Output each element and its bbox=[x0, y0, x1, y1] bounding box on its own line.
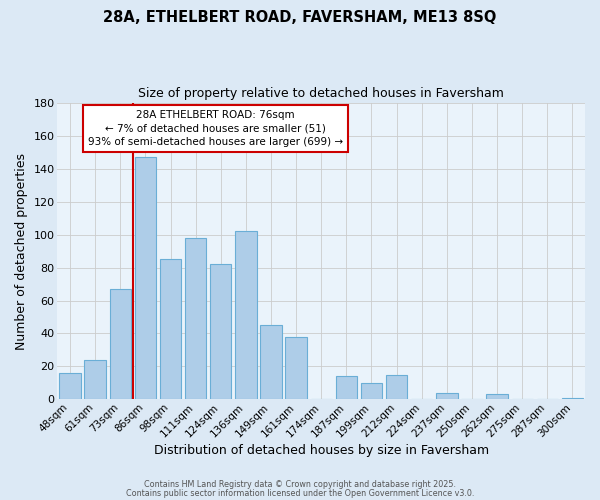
Bar bbox=[260, 325, 281, 400]
Bar bbox=[59, 373, 80, 400]
Text: 28A ETHELBERT ROAD: 76sqm
← 7% of detached houses are smaller (51)
93% of semi-d: 28A ETHELBERT ROAD: 76sqm ← 7% of detach… bbox=[88, 110, 343, 147]
X-axis label: Distribution of detached houses by size in Faversham: Distribution of detached houses by size … bbox=[154, 444, 489, 458]
Bar bbox=[436, 392, 458, 400]
Bar bbox=[160, 260, 181, 400]
Bar bbox=[487, 394, 508, 400]
Bar bbox=[286, 337, 307, 400]
Bar bbox=[361, 383, 382, 400]
Bar bbox=[210, 264, 232, 400]
Text: Contains public sector information licensed under the Open Government Licence v3: Contains public sector information licen… bbox=[126, 488, 474, 498]
Title: Size of property relative to detached houses in Faversham: Size of property relative to detached ho… bbox=[138, 88, 504, 101]
Bar bbox=[185, 238, 206, 400]
Bar bbox=[386, 374, 407, 400]
Bar bbox=[85, 360, 106, 400]
Text: 28A, ETHELBERT ROAD, FAVERSHAM, ME13 8SQ: 28A, ETHELBERT ROAD, FAVERSHAM, ME13 8SQ bbox=[103, 10, 497, 25]
Bar bbox=[135, 158, 156, 400]
Text: Contains HM Land Registry data © Crown copyright and database right 2025.: Contains HM Land Registry data © Crown c… bbox=[144, 480, 456, 489]
Y-axis label: Number of detached properties: Number of detached properties bbox=[15, 152, 28, 350]
Bar bbox=[335, 376, 357, 400]
Bar bbox=[562, 398, 583, 400]
Bar bbox=[235, 232, 257, 400]
Bar bbox=[110, 289, 131, 400]
